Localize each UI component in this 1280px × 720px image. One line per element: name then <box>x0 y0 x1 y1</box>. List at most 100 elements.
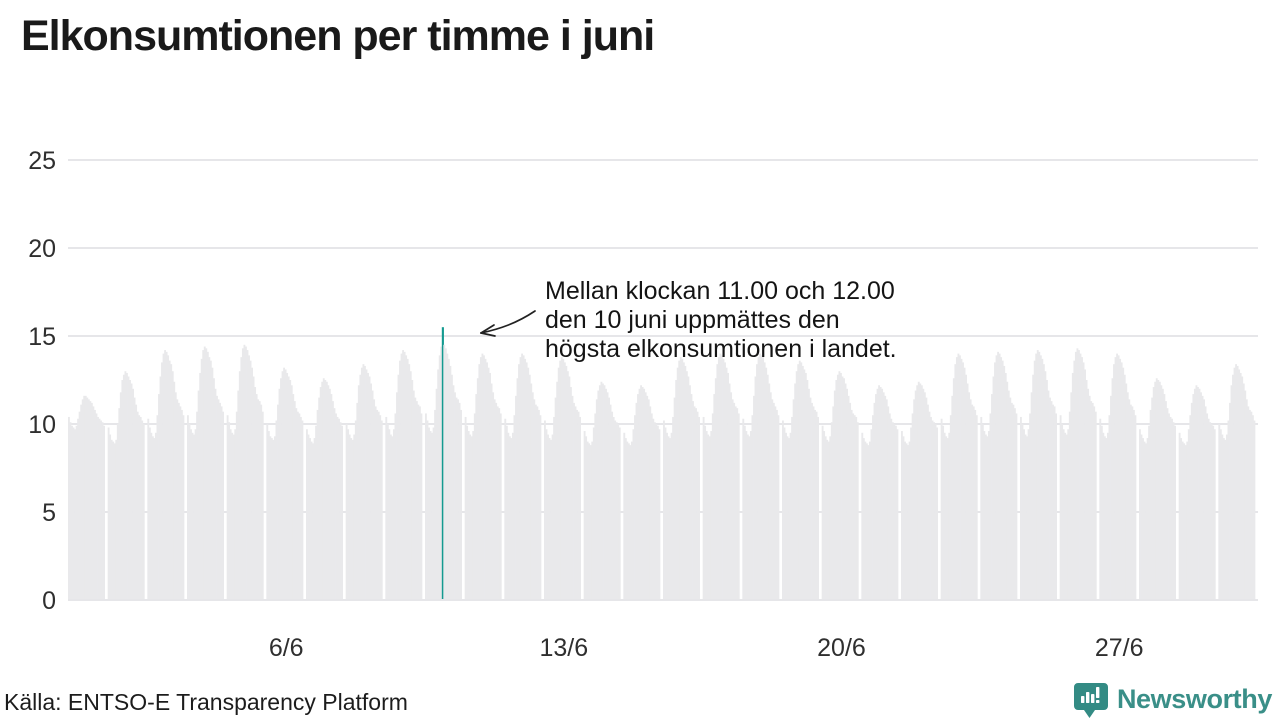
hour-bar <box>955 357 958 599</box>
hour-bar <box>731 399 734 599</box>
hour-bar <box>678 360 681 599</box>
hour-bar <box>298 413 301 599</box>
x-tick-label: 13/6 <box>539 634 588 662</box>
hour-bar <box>840 372 842 599</box>
hour-bar <box>948 432 951 599</box>
hour-bar <box>1053 406 1056 599</box>
hour-bar <box>730 392 733 599</box>
hour-bar <box>252 376 255 599</box>
hour-bar <box>670 432 673 599</box>
hour-bar <box>1024 434 1027 599</box>
hour-bar <box>945 436 948 599</box>
hour-bar <box>698 416 701 599</box>
hour-bar <box>510 438 513 599</box>
hour-bar <box>951 395 954 599</box>
hour-bar <box>853 415 856 599</box>
hour-bar <box>959 355 961 599</box>
hour-bar <box>1201 395 1204 599</box>
hour-bar <box>220 406 223 599</box>
hour-bar <box>1174 425 1177 599</box>
hour-bar <box>365 369 368 599</box>
hour-bar <box>704 425 707 599</box>
hour-bar <box>1090 401 1093 599</box>
hour-bar <box>402 350 405 599</box>
hour-bar <box>995 355 998 599</box>
hour-bar <box>1203 399 1205 599</box>
hour-bar <box>721 355 723 599</box>
hour-bar <box>881 388 884 599</box>
hour-bar <box>1206 413 1209 599</box>
hour-bar <box>916 385 919 599</box>
hour-bar <box>110 439 113 599</box>
hour-bar <box>1187 429 1190 599</box>
hour-bar <box>476 378 479 599</box>
hour-bar <box>849 402 852 599</box>
hour-bar <box>356 402 359 599</box>
hour-bar <box>385 416 388 599</box>
hour-bar <box>1181 441 1184 599</box>
hour-bar <box>525 362 528 599</box>
hour-bar <box>705 431 708 599</box>
hour-bar <box>974 409 977 599</box>
hour-bar <box>406 358 409 599</box>
hour-bar <box>1242 383 1245 599</box>
hour-bar <box>1001 360 1004 599</box>
hour-bar <box>1245 399 1248 599</box>
hour-bar <box>1110 395 1112 599</box>
hour-bar <box>513 415 516 599</box>
hour-bar <box>632 429 635 599</box>
hour-bar <box>1154 381 1157 599</box>
hour-bar <box>943 432 946 599</box>
hour-bar <box>1033 360 1036 599</box>
bars-group <box>68 327 1256 599</box>
hour-bar <box>914 390 917 599</box>
hour-bar <box>80 404 83 599</box>
hour-bar <box>483 355 485 599</box>
hour-bar <box>692 401 694 599</box>
hour-bar <box>245 346 247 599</box>
hour-bar <box>440 346 443 599</box>
hour-bar <box>360 367 363 599</box>
hour-bar <box>926 404 929 599</box>
hour-bar <box>251 367 253 599</box>
hour-bar <box>1148 425 1151 599</box>
hour-bar <box>1070 392 1073 599</box>
hour-bar <box>1082 362 1085 599</box>
hour-bar <box>769 392 772 599</box>
hour-bar <box>1125 383 1128 599</box>
hour-bar <box>1038 351 1041 599</box>
hour-bar <box>826 439 829 599</box>
hour-bar <box>377 411 380 599</box>
hour-bar <box>486 362 488 599</box>
hour-bar <box>852 413 855 599</box>
hour-bar <box>1030 392 1033 599</box>
hour-bar <box>83 395 86 599</box>
hour-bar <box>193 434 195 599</box>
x-tick-label: 27/6 <box>1095 634 1144 662</box>
hour-bar <box>634 415 636 599</box>
hour-bar <box>492 392 495 599</box>
hour-bar <box>962 362 964 599</box>
y-tick-label: 10 <box>28 411 56 439</box>
hour-bar <box>1004 372 1007 599</box>
hour-bar <box>319 387 322 599</box>
hour-bar <box>208 357 211 599</box>
hour-bar <box>728 383 731 599</box>
hour-bar <box>467 431 470 599</box>
hour-bar <box>835 380 838 599</box>
hour-bar <box>879 387 882 599</box>
hour-bar <box>240 357 243 599</box>
hour-bar <box>394 413 397 599</box>
hour-bar <box>411 380 414 599</box>
hour-bar <box>968 392 971 599</box>
y-tick-label: 20 <box>28 235 56 263</box>
hour-bar <box>1012 404 1015 599</box>
hour-bar <box>97 416 99 599</box>
hour-bar <box>1230 385 1233 599</box>
hour-bar <box>295 408 298 599</box>
hour-bar <box>159 376 162 599</box>
hour-bar <box>800 362 803 599</box>
hour-bar <box>588 443 591 599</box>
hour-bar <box>1044 371 1047 599</box>
hour-bar <box>1020 416 1022 599</box>
